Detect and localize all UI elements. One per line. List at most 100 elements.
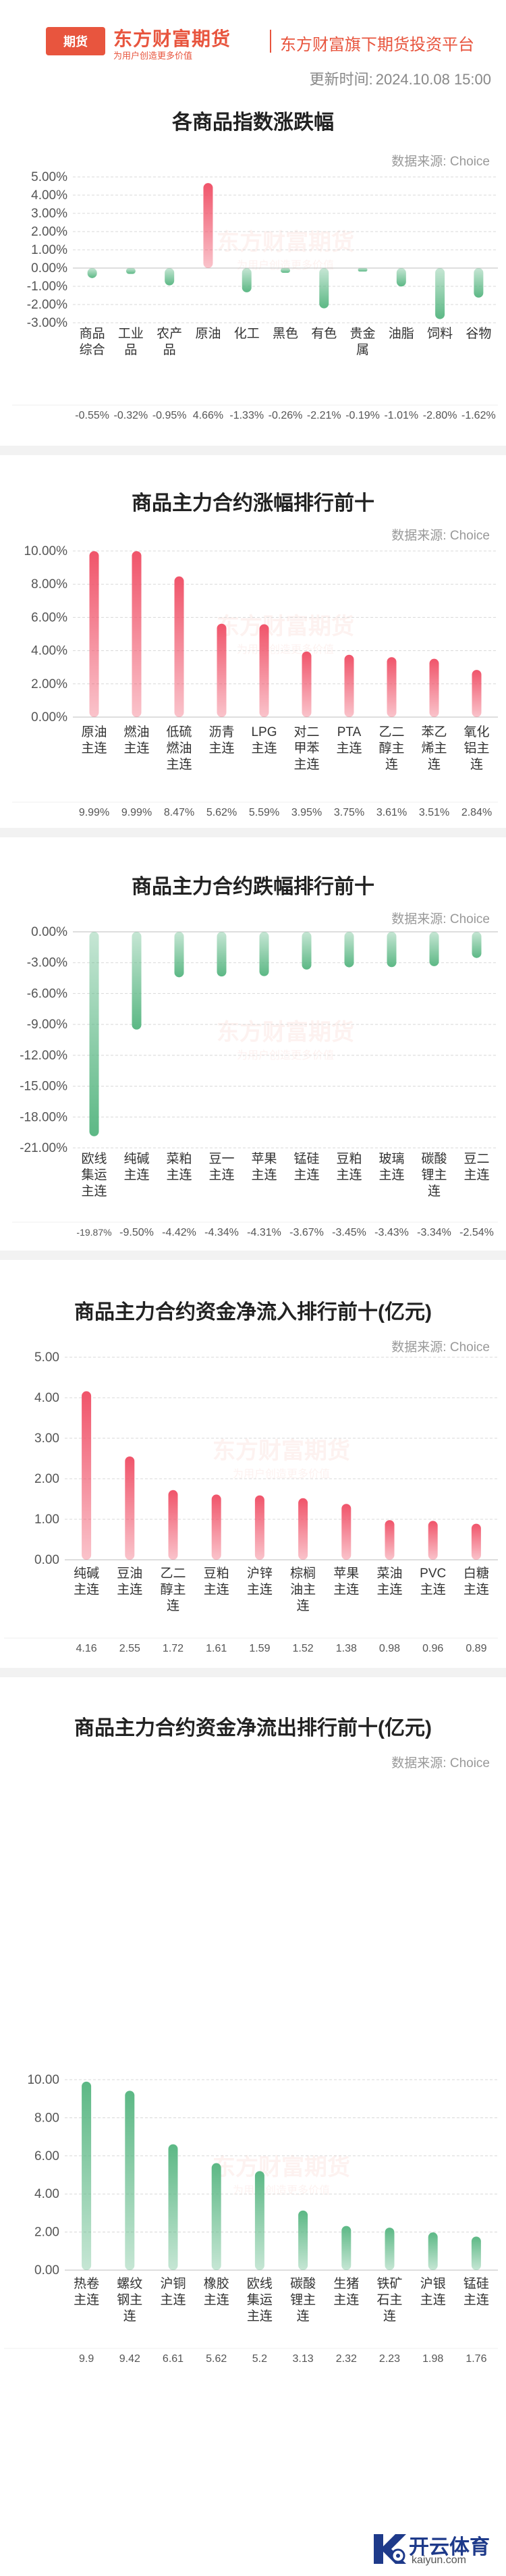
- data-label: 4.66%: [193, 410, 223, 421]
- category-label: 碳酸: [421, 1151, 447, 1166]
- bar: [429, 658, 439, 717]
- category-label: 连: [428, 1184, 441, 1199]
- data-label: 2.84%: [461, 807, 492, 818]
- chart-section-top-losers: 商品主力合约跌幅排行前十 数据来源: Choice 东方财富期货 为用户创造更多价…: [0, 837, 506, 1251]
- data-label: 3.51%: [419, 807, 449, 818]
- category-label: 玻璃: [378, 1151, 404, 1166]
- watermark-text: 东方财富期货: [213, 2154, 350, 2180]
- category-label: 石主: [376, 2292, 402, 2307]
- watermark-subtext: 为用户创造更多价值: [233, 1468, 330, 1480]
- brand-slogan: 为用户创造更多价值: [113, 51, 193, 61]
- category-label: 主连: [204, 2292, 229, 2307]
- y-tick-label: 6.00: [34, 2149, 59, 2163]
- bar: [165, 268, 175, 286]
- category-label: 连: [297, 2309, 310, 2323]
- bar: [429, 932, 439, 966]
- y-tick-label: 0.00: [34, 1553, 59, 1567]
- category-label: 沪铜: [160, 2276, 186, 2291]
- category-label: 苯乙: [421, 725, 447, 739]
- data-source: 数据来源: Choice: [391, 912, 490, 926]
- chart-svg-0: 东方财富期货为用户创造更多价值5.00%4.00%3.00%2.00%1.00%…: [12, 170, 498, 421]
- bar: [341, 2226, 352, 2270]
- category-label: 商品: [80, 326, 105, 341]
- category-label: 苹果: [251, 1151, 277, 1166]
- category-label: 欧线: [81, 1151, 107, 1166]
- bar: [168, 2144, 178, 2270]
- data-label: 9.9: [79, 2353, 94, 2365]
- category-label: 甲苯: [293, 741, 319, 756]
- category-label: 醇主: [160, 1582, 186, 1597]
- y-tick-label: 4.00: [34, 1391, 59, 1405]
- bar: [344, 932, 354, 968]
- update-label: 更新时间:: [309, 71, 373, 88]
- category-label: 主连: [463, 1167, 489, 1182]
- y-tick-label: 1.00%: [31, 243, 67, 257]
- data-label: -19.87%: [76, 1227, 111, 1238]
- category-label: 主连: [463, 2292, 489, 2307]
- y-tick-label: -3.00%: [27, 316, 67, 330]
- bar: [344, 654, 354, 717]
- data-label: 3.75%: [334, 807, 364, 818]
- category-label: 主连: [247, 2309, 273, 2323]
- bar: [298, 2210, 308, 2270]
- chart-title: 各商品指数涨跌幅: [172, 111, 334, 134]
- bar: [396, 268, 406, 287]
- bar: [211, 2163, 221, 2270]
- data-label: 2.32: [336, 2353, 357, 2365]
- category-label: 白糖: [463, 1566, 489, 1581]
- footer-logo: 开云体育 kaiyun.com: [368, 2529, 503, 2569]
- chart-svg-2: 东方财富期货为用户创造更多价值0.00%-3.00%-6.00%-9.00%-1…: [12, 925, 498, 1238]
- bar: [168, 1490, 178, 1560]
- data-label: 2.23: [379, 2353, 400, 2365]
- y-tick-label: -12.00%: [20, 1049, 67, 1063]
- y-tick-label: -9.00%: [27, 1018, 67, 1032]
- bar: [174, 932, 184, 978]
- category-label: 主连: [81, 741, 107, 756]
- bar: [132, 932, 142, 1030]
- header-divider: [270, 30, 271, 53]
- category-label: 主连: [293, 757, 319, 772]
- category-label: 对二: [293, 725, 319, 739]
- bar: [471, 1523, 481, 1560]
- bar: [471, 2236, 481, 2270]
- data-label: 6.61: [163, 2353, 184, 2365]
- category-label: LPG: [251, 725, 277, 739]
- category-label: 主连: [204, 1582, 229, 1597]
- kaiyun-logo-icon: [374, 2534, 406, 2564]
- data-label: -4.31%: [247, 1227, 281, 1238]
- watermark-text: 东方财富期货: [213, 1438, 350, 1464]
- category-label: 主连: [160, 2292, 186, 2307]
- category-label: 主连: [293, 1167, 319, 1182]
- category-label: 主连: [117, 1582, 142, 1597]
- data-label: 3.61%: [376, 807, 407, 818]
- bar: [82, 1391, 92, 1560]
- category-label: 主连: [251, 741, 277, 756]
- category-label: 热卷: [74, 2276, 99, 2291]
- data-label: 1.59: [249, 1643, 270, 1654]
- category-label: 主连: [74, 1582, 99, 1597]
- y-tick-label: -2.00%: [27, 298, 67, 312]
- data-label: 9.42: [119, 2353, 140, 2365]
- y-tick-label: 3.00: [34, 1431, 59, 1446]
- bar: [217, 932, 227, 977]
- data-label: 1.61: [206, 1643, 227, 1654]
- platform-name: 东方财富旗下期货投资平台: [280, 36, 474, 54]
- data-label: 2.55: [119, 1643, 140, 1654]
- category-label: 菜粕: [166, 1151, 192, 1166]
- data-label: 3.13: [293, 2353, 314, 2365]
- category-label: 油脂: [389, 326, 414, 341]
- bar: [211, 1494, 221, 1560]
- watermark-text: 东方财富期货: [217, 229, 354, 255]
- brand-name: 东方财富期货: [113, 28, 231, 49]
- category-label: 谷物: [466, 326, 491, 341]
- data-label: -9.50%: [119, 1227, 154, 1238]
- category-label: 沥青: [208, 725, 234, 739]
- category-label: 主连: [463, 1582, 489, 1597]
- y-tick-label: 2.00%: [31, 677, 67, 691]
- category-label: 主连: [336, 741, 362, 756]
- y-tick-label: 0.00%: [31, 710, 67, 725]
- category-label: 纯碱: [74, 1566, 99, 1581]
- category-label: 沪锌: [247, 1566, 273, 1581]
- category-label: 连: [123, 2309, 136, 2323]
